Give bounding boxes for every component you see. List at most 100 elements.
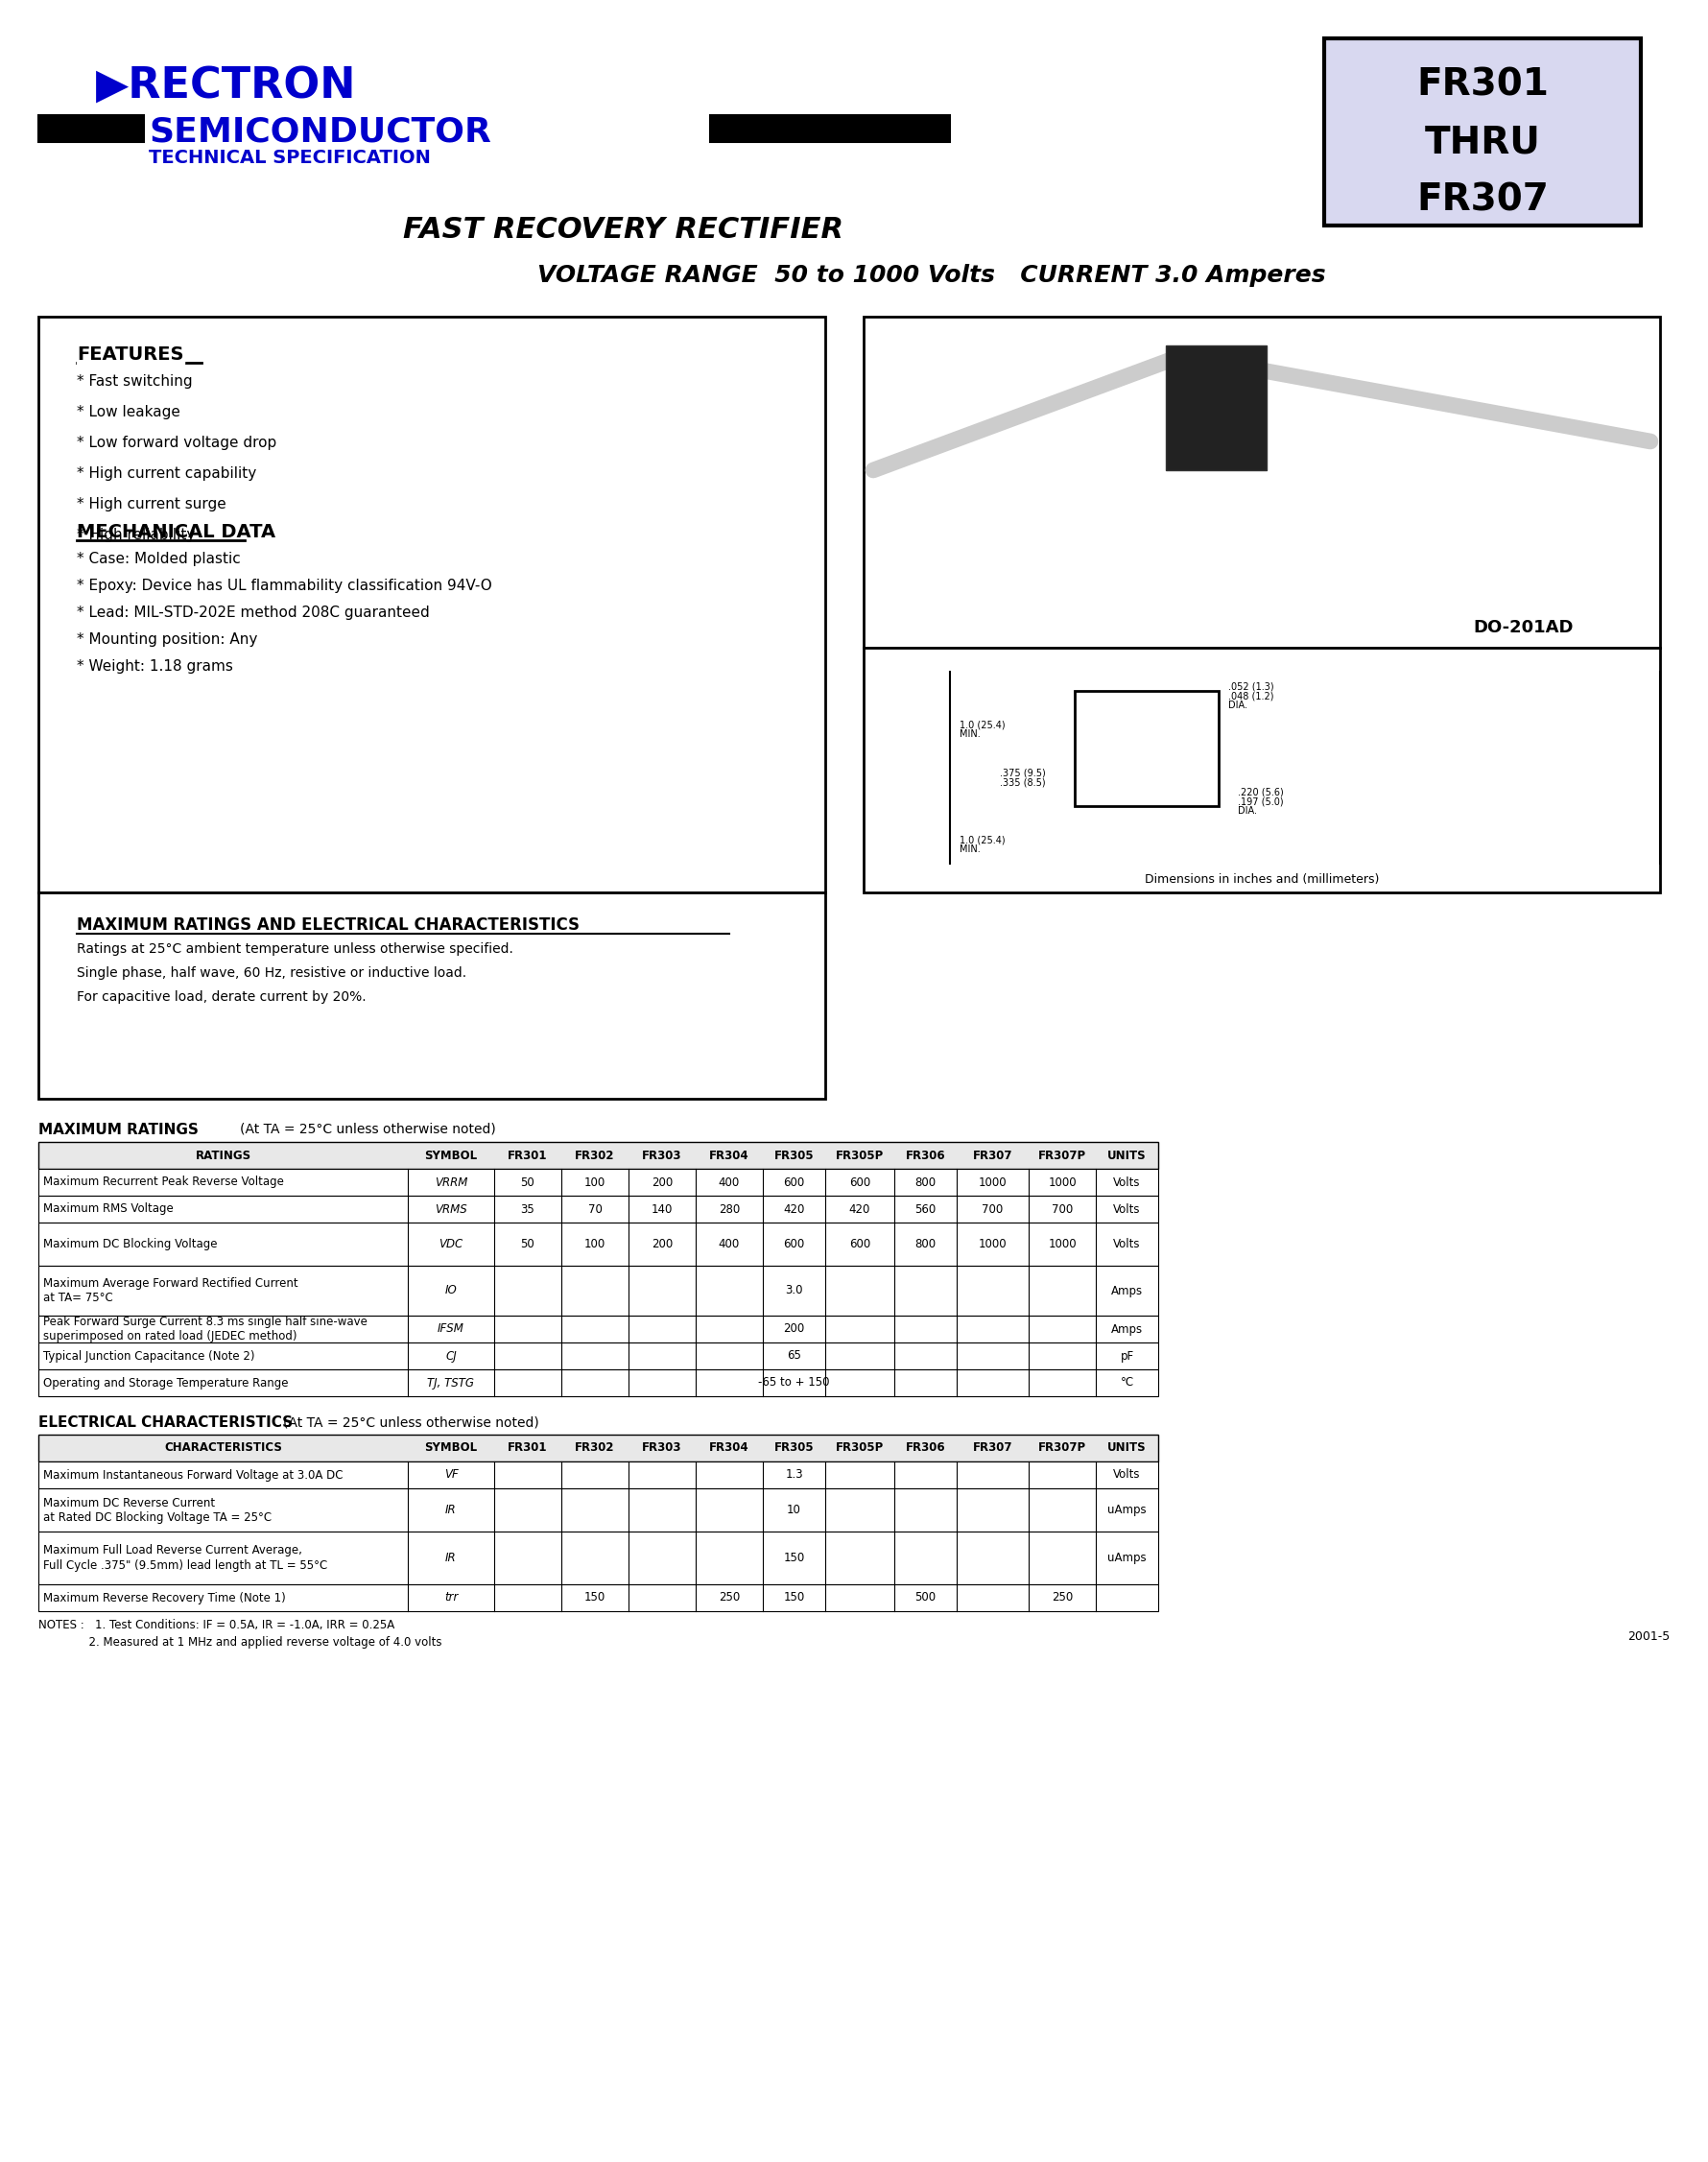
Text: IO: IO bbox=[444, 1284, 456, 1297]
Bar bbox=[38, 1265, 1158, 1317]
Text: Amps: Amps bbox=[1110, 1323, 1143, 1336]
Text: FR307P: FR307P bbox=[1037, 1150, 1086, 1161]
Text: Volts: Volts bbox=[1112, 1468, 1139, 1481]
Text: .197 (5.0): .197 (5.0) bbox=[1237, 796, 1283, 806]
Bar bbox=[38, 1196, 1158, 1222]
Bar bbox=[38, 115, 143, 143]
Text: FR307: FR307 bbox=[972, 1150, 1013, 1161]
Text: Maximum Recurrent Peak Reverse Voltage: Maximum Recurrent Peak Reverse Voltage bbox=[43, 1176, 284, 1189]
Text: DIA.: DIA. bbox=[1237, 806, 1257, 815]
Text: .052 (1.3): .052 (1.3) bbox=[1228, 681, 1272, 692]
Bar bbox=[709, 115, 950, 143]
Text: FR305P: FR305P bbox=[835, 1150, 883, 1161]
Text: VDC: VDC bbox=[439, 1239, 463, 1250]
Text: Maximum Reverse Recovery Time (Note 1): Maximum Reverse Recovery Time (Note 1) bbox=[43, 1591, 285, 1604]
Text: 200: 200 bbox=[651, 1176, 673, 1189]
Text: FR305P: FR305P bbox=[835, 1442, 883, 1455]
Text: SYMBOL: SYMBOL bbox=[424, 1442, 477, 1455]
Text: VRRM: VRRM bbox=[434, 1176, 468, 1189]
Text: .335 (8.5): .335 (8.5) bbox=[999, 778, 1045, 787]
Text: * Low leakage: * Low leakage bbox=[77, 404, 179, 419]
Text: FR303: FR303 bbox=[642, 1442, 681, 1455]
Text: Volts: Volts bbox=[1112, 1239, 1139, 1250]
Text: 1.0 (25.4): 1.0 (25.4) bbox=[958, 720, 1004, 729]
Bar bbox=[38, 1436, 1158, 1462]
Text: MIN.: MIN. bbox=[958, 729, 980, 739]
Text: 700: 700 bbox=[1050, 1202, 1073, 1215]
Bar bbox=[38, 1222, 1158, 1265]
Text: pF: pF bbox=[1119, 1349, 1132, 1362]
Text: ▶RECTRON: ▶RECTRON bbox=[96, 65, 357, 106]
Text: 65: 65 bbox=[786, 1349, 801, 1362]
Text: FR306: FR306 bbox=[905, 1150, 945, 1161]
Text: MIN.: MIN. bbox=[958, 845, 980, 854]
Text: THRU: THRU bbox=[1424, 125, 1539, 162]
Text: VOLTAGE RANGE  50 to 1000 Volts   CURRENT 3.0 Amperes: VOLTAGE RANGE 50 to 1000 Volts CURRENT 3… bbox=[536, 264, 1325, 288]
Bar bbox=[38, 1142, 1158, 1170]
Text: 800: 800 bbox=[914, 1239, 936, 1250]
Text: 400: 400 bbox=[717, 1176, 740, 1189]
Text: TECHNICAL SPECIFICATION: TECHNICAL SPECIFICATION bbox=[149, 149, 430, 166]
Text: 700: 700 bbox=[982, 1202, 1003, 1215]
Text: Maximum Average Forward Rectified Current
at TA= 75°C: Maximum Average Forward Rectified Curren… bbox=[43, 1278, 297, 1304]
Text: 1.0 (25.4): 1.0 (25.4) bbox=[958, 835, 1004, 845]
Text: FR301: FR301 bbox=[507, 1150, 547, 1161]
Text: Operating and Storage Temperature Range: Operating and Storage Temperature Range bbox=[43, 1377, 289, 1388]
Text: 500: 500 bbox=[914, 1591, 936, 1604]
Bar bbox=[38, 1487, 1158, 1531]
Text: 280: 280 bbox=[717, 1202, 740, 1215]
Text: (At TA = 25°C unless otherwise noted): (At TA = 25°C unless otherwise noted) bbox=[239, 1122, 495, 1137]
Text: 1.3: 1.3 bbox=[784, 1468, 803, 1481]
Text: 600: 600 bbox=[849, 1239, 869, 1250]
Bar bbox=[38, 316, 825, 893]
Text: FR304: FR304 bbox=[709, 1442, 748, 1455]
Bar bbox=[38, 1369, 1158, 1397]
Text: * High current surge: * High current surge bbox=[77, 497, 225, 512]
Bar bbox=[38, 1585, 1158, 1611]
Text: * Fast switching: * Fast switching bbox=[77, 374, 193, 389]
Text: FR307: FR307 bbox=[1416, 182, 1547, 218]
Text: VRMS: VRMS bbox=[434, 1202, 466, 1215]
Text: FR301: FR301 bbox=[507, 1442, 547, 1455]
Text: * High reliability: * High reliability bbox=[77, 528, 195, 543]
Text: DIA.: DIA. bbox=[1228, 700, 1247, 709]
Text: IR: IR bbox=[446, 1552, 456, 1563]
Text: Maximum Instantaneous Forward Voltage at 3.0A DC: Maximum Instantaneous Forward Voltage at… bbox=[43, 1468, 343, 1481]
Text: CHARACTERISTICS: CHARACTERISTICS bbox=[164, 1442, 282, 1455]
Text: Single phase, half wave, 60 Hz, resistive or inductive load.: Single phase, half wave, 60 Hz, resistiv… bbox=[77, 966, 466, 979]
Text: Amps: Amps bbox=[1110, 1284, 1143, 1297]
Text: 250: 250 bbox=[717, 1591, 740, 1604]
Text: * Lead: MIL-STD-202E method 208C guaranteed: * Lead: MIL-STD-202E method 208C guarant… bbox=[77, 605, 429, 620]
Text: Maximum DC Reverse Current
at Rated DC Blocking Voltage TA = 25°C: Maximum DC Reverse Current at Rated DC B… bbox=[43, 1496, 272, 1524]
Text: 400: 400 bbox=[717, 1239, 740, 1250]
Text: Peak Forward Surge Current 8.3 ms single half sine-wave
superimposed on rated lo: Peak Forward Surge Current 8.3 ms single… bbox=[43, 1317, 367, 1343]
Bar bbox=[38, 893, 825, 1098]
Text: FR302: FR302 bbox=[574, 1442, 615, 1455]
Text: TJ, TSTG: TJ, TSTG bbox=[427, 1377, 475, 1388]
Text: MAXIMUM RATINGS AND ELECTRICAL CHARACTERISTICS: MAXIMUM RATINGS AND ELECTRICAL CHARACTER… bbox=[77, 917, 579, 934]
Text: 600: 600 bbox=[782, 1239, 804, 1250]
Text: 50: 50 bbox=[521, 1176, 535, 1189]
Text: FEATURES: FEATURES bbox=[77, 346, 184, 363]
Text: * Weight: 1.18 grams: * Weight: 1.18 grams bbox=[77, 659, 232, 675]
Text: 2001-5: 2001-5 bbox=[1626, 1630, 1669, 1643]
Bar bbox=[863, 316, 1658, 649]
Text: uAmps: uAmps bbox=[1107, 1505, 1146, 1516]
Text: (At TA = 25°C unless otherwise noted): (At TA = 25°C unless otherwise noted) bbox=[284, 1416, 538, 1429]
Text: FR302: FR302 bbox=[574, 1150, 615, 1161]
Text: * Low forward voltage drop: * Low forward voltage drop bbox=[77, 437, 277, 450]
Text: Maximum DC Blocking Voltage: Maximum DC Blocking Voltage bbox=[43, 1239, 217, 1250]
Text: 1000: 1000 bbox=[979, 1176, 1006, 1189]
Bar bbox=[1074, 692, 1218, 806]
Text: 70: 70 bbox=[588, 1202, 601, 1215]
Polygon shape bbox=[1165, 346, 1266, 469]
Text: RATINGS: RATINGS bbox=[195, 1150, 251, 1161]
Text: Typical Junction Capacitance (Note 2): Typical Junction Capacitance (Note 2) bbox=[43, 1349, 254, 1362]
Text: SEMICONDUCTOR: SEMICONDUCTOR bbox=[149, 115, 490, 147]
Bar bbox=[38, 1317, 1158, 1343]
Text: Maximum Full Load Reverse Current Average,
Full Cycle .375" (9.5mm) lead length : Maximum Full Load Reverse Current Averag… bbox=[43, 1544, 328, 1572]
Text: 150: 150 bbox=[584, 1591, 605, 1604]
Text: MECHANICAL DATA: MECHANICAL DATA bbox=[77, 523, 275, 540]
Text: 560: 560 bbox=[914, 1202, 936, 1215]
Text: 1000: 1000 bbox=[1047, 1239, 1076, 1250]
